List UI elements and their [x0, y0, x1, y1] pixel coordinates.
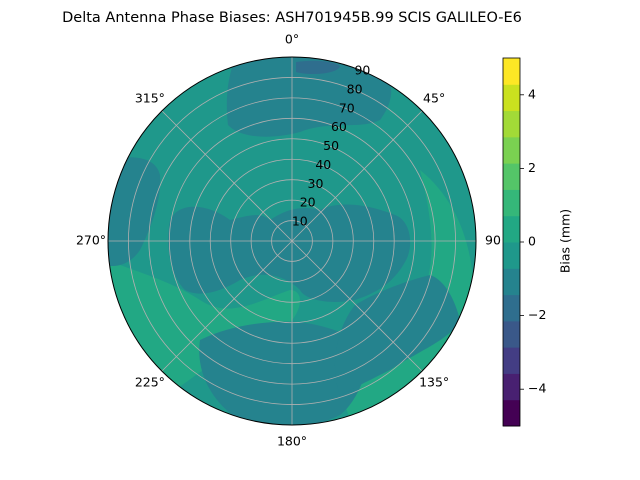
- colorbar-tick-label: 2: [528, 160, 536, 175]
- contour-region-left-edge: [108, 157, 161, 267]
- plot-border: [107, 56, 477, 426]
- colorbar-band: [503, 136, 520, 164]
- angular-gridline: [161, 240, 293, 372]
- colorbar-tick-label: 0: [528, 234, 536, 249]
- angular-tick-label: 135°: [419, 375, 449, 390]
- radial-tick-label: 80: [347, 81, 363, 96]
- angular-tick-label: 270°: [76, 233, 106, 248]
- radial-tick-label: 30: [308, 176, 324, 191]
- contour-region-central: [168, 204, 411, 302]
- angular-gridline: [161, 110, 293, 242]
- contour-region-top-patch: [296, 60, 340, 74]
- angular-tick-label: 90: [485, 233, 501, 248]
- radial-tick-label: 90: [354, 63, 370, 78]
- polar-grid: [108, 57, 476, 425]
- colorbar-band: [503, 189, 520, 217]
- colorbar-label: Bias (mm): [558, 209, 573, 273]
- angular-gridline: [291, 110, 423, 242]
- angular-tick-label: 315°: [135, 90, 165, 105]
- colorbar-band: [503, 347, 520, 374]
- colorbar-band: [503, 294, 520, 322]
- radial-tick-label: 20: [300, 195, 316, 210]
- colorbar-band: [503, 373, 520, 401]
- colorbar-tick-label: −2: [528, 307, 546, 322]
- colorbar-band: [503, 242, 520, 269]
- colorbar-band: [503, 58, 520, 85]
- angular-gridline: [291, 240, 423, 372]
- colorbar-tick-label: 4: [528, 86, 536, 101]
- radial-tick-label: 40: [315, 157, 331, 172]
- colorbar-band: [503, 110, 520, 138]
- radial-tick-labels: 10 20 30 40 50 60 70 80 90: [292, 63, 371, 229]
- angular-tick-label: 0°: [285, 32, 299, 47]
- angular-tick-label: 180°: [277, 434, 307, 449]
- colorbar: −4 −2 0 2 4: [502, 57, 546, 427]
- colorbar-band: [503, 399, 520, 427]
- contour-region-lower-right: [335, 275, 460, 395]
- chart-title: Delta Antenna Phase Biases: ASH701945B.9…: [62, 10, 522, 26]
- colorbar-band: [503, 215, 520, 243]
- colorbar-band: [503, 268, 520, 296]
- radial-tick-label: 70: [339, 100, 355, 115]
- angular-tick-labels: 0° 45° 90 135° 180° 225° 270° 315°: [76, 32, 501, 449]
- colorbar-tick-label: −4: [528, 381, 546, 396]
- angular-tick-label: 225°: [135, 375, 165, 390]
- colorbar-band: [503, 320, 520, 348]
- colorbar-band: [503, 163, 520, 190]
- angular-tick-label: 45°: [423, 90, 445, 105]
- contour-region-top-cap: [226, 57, 392, 137]
- colorbar-band: [503, 84, 520, 112]
- radial-tick-label: 60: [331, 119, 347, 134]
- radial-tick-label: 10: [292, 214, 308, 229]
- contour-region-bottom-lobe: [199, 321, 367, 425]
- radial-tick-label: 50: [323, 138, 339, 153]
